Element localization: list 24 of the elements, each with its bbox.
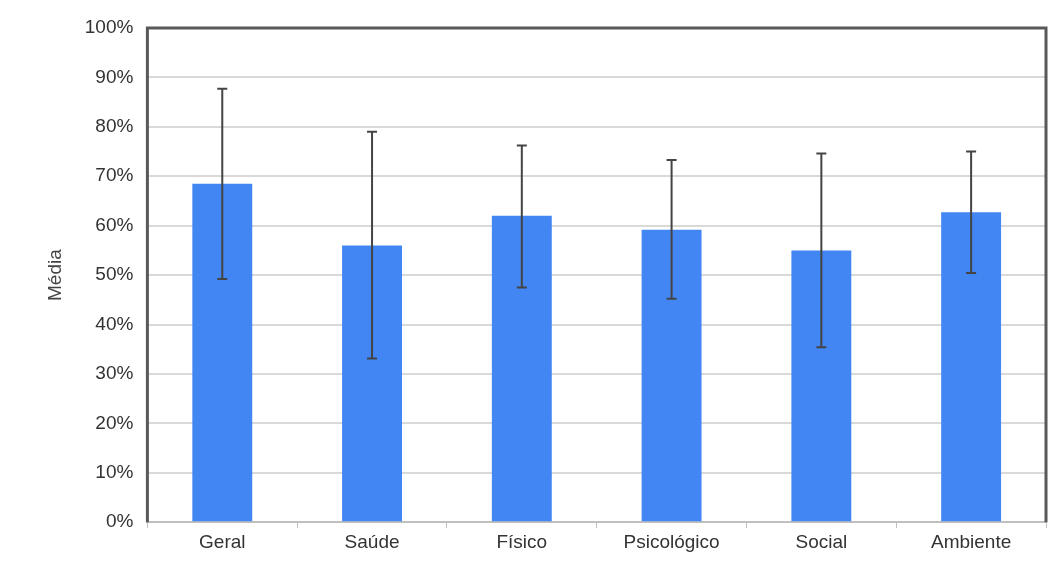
bar xyxy=(192,183,253,522)
y-tick-label: 80% xyxy=(95,115,134,137)
y-tick-label: 40% xyxy=(95,312,134,334)
x-tick-label: Físico xyxy=(496,530,548,552)
bar xyxy=(941,212,1002,522)
bar xyxy=(491,215,552,522)
y-tick-label: 50% xyxy=(95,263,134,285)
y-tick-label: 60% xyxy=(95,213,134,235)
x-tick-label: Saúde xyxy=(344,530,400,552)
y-tick-label: 20% xyxy=(95,411,134,433)
x-tick-label: Psicológico xyxy=(623,530,720,552)
bar xyxy=(342,245,402,522)
y-tick-label: 30% xyxy=(95,362,134,384)
y-tick-label: 0% xyxy=(105,510,134,532)
y-axis-title: Média xyxy=(43,248,65,301)
y-tick-label: 70% xyxy=(95,164,134,186)
y-tick-label: 90% xyxy=(95,65,134,87)
x-tick-label: Ambiente xyxy=(930,530,1012,552)
bar xyxy=(641,229,702,522)
x-tick-label: Social xyxy=(795,530,848,552)
y-tick-label: 10% xyxy=(95,461,134,483)
y-tick-label: 100% xyxy=(84,16,134,38)
x-tick-label: Geral xyxy=(199,530,246,552)
bar xyxy=(791,250,852,522)
